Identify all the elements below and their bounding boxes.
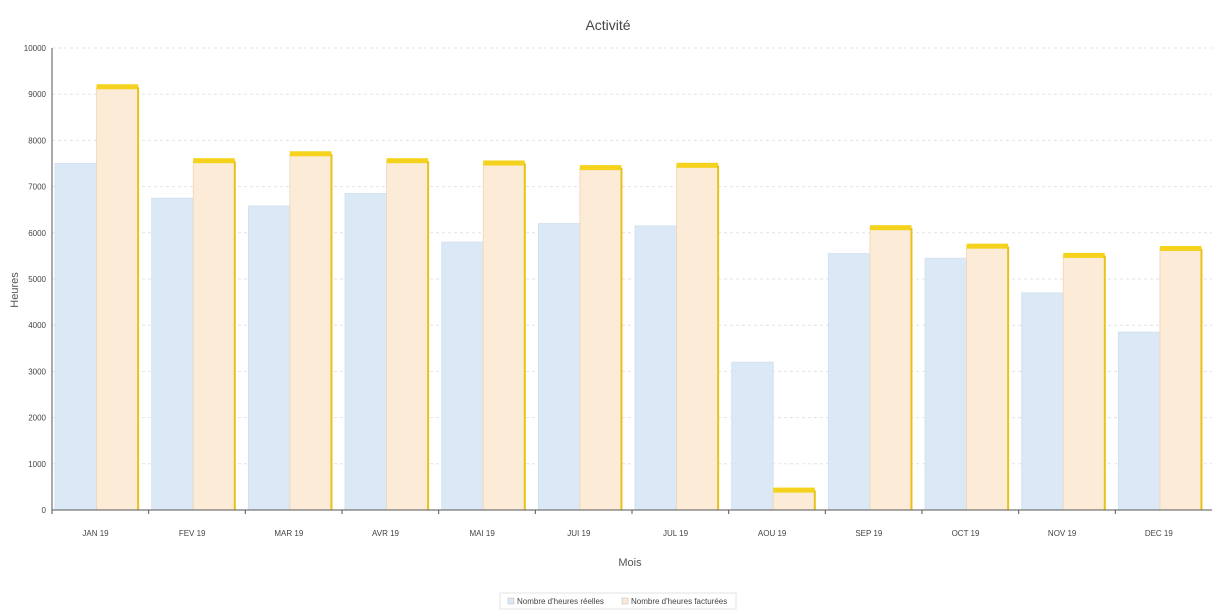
bar-facturees-top-edge	[1159, 245, 1202, 251]
bar-heures-reelles	[924, 257, 967, 511]
bar-heures-facturees	[482, 163, 526, 511]
bar-facturees-top-edge	[483, 160, 525, 166]
bar-facturees-top-edge	[1063, 252, 1105, 258]
x-tick-label: AOU 19	[758, 529, 787, 538]
x-tick-label: JAN 19	[82, 529, 109, 538]
bar-facturees-top-edge	[773, 487, 815, 493]
bar-heures-facturees	[192, 160, 236, 511]
x-tick-label: OCT 19	[952, 529, 980, 538]
x-tick-label: MAI 19	[469, 529, 495, 538]
bar-heures-reelles	[731, 361, 774, 511]
bar-heures-facturees	[772, 490, 816, 511]
bar-heures-facturees	[869, 227, 912, 511]
x-tick-label: JUL 19	[663, 529, 689, 538]
bar-heures-facturees	[1062, 255, 1106, 511]
y-tick-label: 6000	[28, 229, 46, 238]
bar-facturees-top-edge	[966, 243, 1009, 249]
y-tick-label: 10000	[24, 44, 47, 53]
x-tick-label: JUI 19	[567, 529, 591, 538]
x-tick-label: SEP 19	[855, 529, 883, 538]
y-axis-label: Heures	[9, 272, 21, 308]
y-tick-labels: 0 1000 2000 3000 4000 5000 6000 7000 8000 9000 100…	[24, 44, 47, 515]
y-tick-label: 3000	[28, 367, 46, 376]
bar-heures-facturees	[289, 153, 332, 511]
bar-heures-facturees	[676, 165, 719, 511]
bar-heures-reelles	[151, 197, 194, 511]
legend-entry: Nombre d'heures réelles	[517, 597, 604, 606]
bar-heures-reelles	[344, 193, 387, 511]
y-tick-label: 9000	[28, 90, 46, 99]
bar-heures-reelles	[1021, 292, 1064, 511]
y-tick-label: 0	[42, 506, 47, 515]
bar-facturees-top-edge	[386, 158, 429, 164]
bar-facturees-top-edge	[676, 162, 719, 168]
bar-heures-reelles	[827, 253, 871, 511]
bar-heures-reelles	[537, 223, 581, 511]
bars-layer	[54, 84, 1203, 511]
bar-heures-reelles	[441, 241, 484, 511]
x-tick-label: MAR 19	[274, 529, 303, 538]
axes-layer	[51, 48, 1212, 514]
y-tick-label: 4000	[28, 321, 46, 330]
y-tick-label: 8000	[28, 136, 46, 145]
x-tick-label: NOV 19	[1048, 529, 1077, 538]
bar-heures-reelles	[1117, 331, 1161, 511]
bar-heures-facturees	[96, 86, 139, 511]
bar-heures-reelles	[247, 205, 291, 511]
x-tick-labels: JAN 19 FEV 19 MAR 19 AVR 19 MAI 19 JUI 19 JUL …	[82, 529, 1173, 538]
bar-facturees-top-edge	[96, 84, 139, 90]
bar-facturees-top-edge	[193, 158, 235, 164]
bar-heures-reelles	[634, 225, 677, 511]
legend-box	[499, 592, 737, 610]
chart-title: Activité	[585, 17, 630, 33]
grid-lines	[52, 47, 1212, 465]
bar-heures-facturees	[1159, 248, 1202, 511]
bar-heures-facturees	[966, 246, 1009, 511]
y-tick-label: 5000	[28, 275, 46, 284]
bar-facturees-top-edge	[869, 225, 912, 231]
bar-heures-facturees	[386, 160, 429, 511]
legend-swatch	[507, 597, 515, 605]
x-tick-label: DEC 19	[1145, 529, 1174, 538]
y-tick-label: 7000	[28, 183, 46, 192]
legend: Nombre d'heures réelles Nombre d'heures f…	[499, 592, 737, 610]
x-tick-label: AVR 19	[372, 529, 400, 538]
legend-entry: Nombre d'heures facturées	[631, 597, 727, 606]
y-tick-label: 1000	[28, 460, 46, 469]
bar-heures-facturees	[579, 167, 622, 511]
bar-facturees-top-edge	[289, 151, 332, 157]
bar-facturees-top-edge	[579, 165, 622, 171]
x-tick-label: FEV 19	[179, 529, 206, 538]
legend-swatch	[621, 597, 629, 605]
x-axis-label: Mois	[618, 557, 642, 569]
bar-heures-reelles	[54, 163, 97, 511]
y-tick-label: 2000	[28, 414, 46, 423]
